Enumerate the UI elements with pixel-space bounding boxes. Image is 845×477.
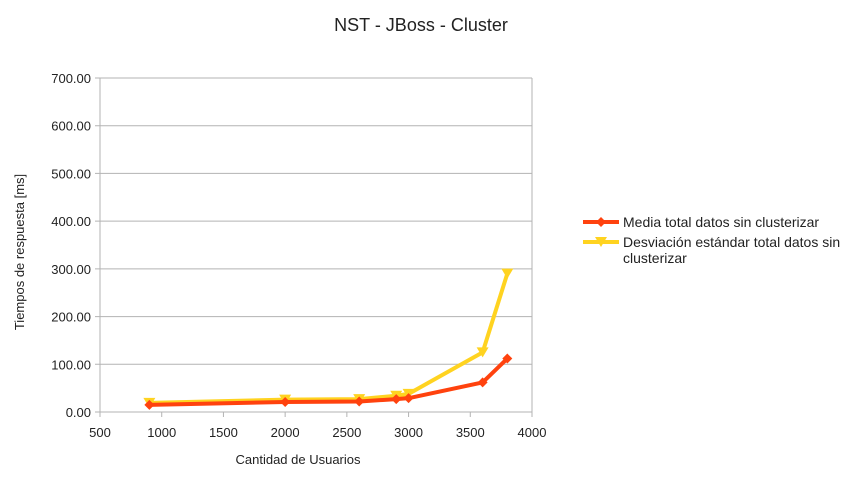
y-tick-label: 400.00 (51, 214, 91, 229)
legend-item-1: Media total datos sin clusterizar (583, 214, 819, 230)
legend-label: clusterizar (623, 250, 687, 266)
series-line (147, 271, 510, 405)
data-point (280, 396, 291, 407)
data-point (476, 347, 489, 358)
x-axis-label: Cantidad de Usuarios (235, 452, 361, 467)
data-point (501, 268, 514, 279)
x-tick-label: 2500 (332, 425, 361, 440)
x-tick-label: 500 (89, 425, 111, 440)
legend-swatch-marker (595, 237, 607, 247)
x-tick-label: 1000 (147, 425, 176, 440)
series-group (143, 268, 514, 410)
legend-item-2: Desviación estándar total datos sinclust… (583, 234, 840, 266)
data-point (354, 396, 365, 407)
legend-label: Media total datos sin clusterizar (623, 214, 819, 230)
legend-swatch-marker (596, 217, 606, 227)
x-tick-label: 1500 (209, 425, 238, 440)
x-tick-label: 3500 (456, 425, 485, 440)
x-tick-label: 4000 (518, 425, 547, 440)
data-point (477, 377, 488, 388)
data-point (391, 394, 402, 405)
data-point (144, 399, 155, 410)
y-tick-label: 700.00 (51, 71, 91, 86)
chart-title: NST - JBoss - Cluster (334, 15, 508, 35)
series-1 (144, 353, 513, 410)
y-tick-label: 0.00 (66, 405, 91, 420)
data-point (403, 393, 414, 404)
legend-label: Desviación estándar total datos sin (623, 234, 840, 250)
y-tick-labels: 0.00 100.00 200.00 300.00 400.00 500.00 600.00… (51, 71, 91, 420)
y-tick-label: 100.00 (51, 357, 91, 372)
x-tick-label: 3000 (394, 425, 423, 440)
y-tick-label: 500.00 (51, 166, 91, 181)
y-axis-label: Tiempos de respuesta [ms] (12, 174, 27, 330)
x-tick-labels: 500 1000 1500 2000 2500 3000 3500 4000 (89, 425, 546, 440)
y-tick-label: 200.00 (51, 310, 91, 325)
data-point (502, 353, 513, 364)
legend: Media total datos sin clusterizar Desviac… (583, 214, 840, 266)
y-tick-label: 300.00 (51, 262, 91, 277)
x-tick-label: 2000 (271, 425, 300, 440)
y-tick-label: 600.00 (51, 119, 91, 134)
grid (95, 77, 532, 413)
axes (99, 78, 533, 417)
